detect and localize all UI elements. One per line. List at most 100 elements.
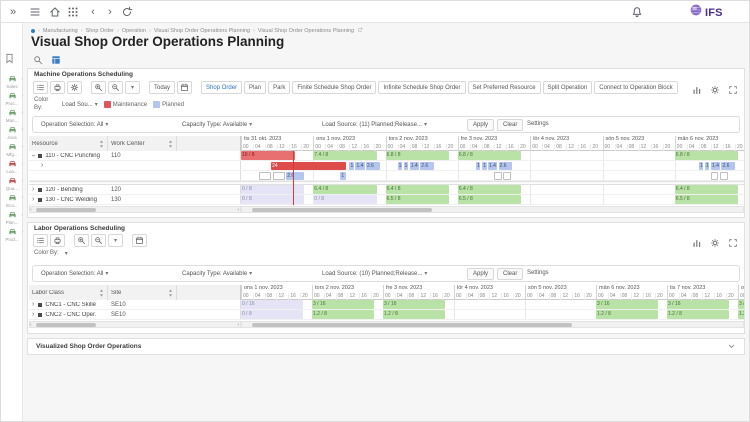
- expand-icon[interactable]: ›: [32, 301, 35, 308]
- zoom-in-button[interactable]: [74, 234, 89, 247]
- breadcrumb-item[interactable]: Manufacturing: [42, 27, 78, 34]
- expand-icon[interactable]: ›: [32, 196, 35, 203]
- gantt-bar[interactable]: 0 / 8: [241, 310, 304, 319]
- gantt-bar[interactable]: [494, 172, 502, 180]
- gantt-bar[interactable]: 6.8 / 8: [674, 151, 739, 160]
- gantt-row[interactable]: › 130 - CNC Welding 130 0 / 8 0 / 8 6.5 / 8 6.…: [29, 195, 744, 205]
- gantt-bar[interactable]: 1: [704, 162, 710, 170]
- gantt-bar[interactable]: 3 / 16: [667, 300, 730, 309]
- column-header[interactable]: Labor Class: [29, 285, 108, 300]
- apply-button[interactable]: Apply: [467, 268, 495, 280]
- expand-icon[interactable]: ›: [41, 162, 44, 169]
- breadcrumb-home-dot[interactable]: [31, 28, 35, 33]
- calendar-button[interactable]: [177, 81, 193, 94]
- scroll-left-arrow[interactable]: ‹: [30, 207, 32, 213]
- chevron-down-icon[interactable]: [727, 338, 736, 356]
- gantt-bar[interactable]: 1: [482, 162, 487, 170]
- settings-link[interactable]: Settings: [527, 121, 549, 127]
- sidebar-item-7[interactable]: › Qua...: [1, 177, 23, 194]
- gantt-bar[interactable]: 6.8 / 8: [385, 151, 449, 160]
- gantt-bar[interactable]: 0 / 16: [241, 300, 304, 309]
- zoom-dropdown-button[interactable]: ▾: [125, 81, 140, 94]
- gantt-bar[interactable]: 2.6: [366, 162, 380, 170]
- gantt-bar[interactable]: 1.2 / 8: [312, 310, 375, 319]
- notifications-bell-icon[interactable]: [629, 4, 645, 20]
- row-header[interactable]: [29, 171, 241, 180]
- gantt-bar[interactable]: 2.6: [498, 162, 513, 170]
- capacity-type-select[interactable]: Capacity Type: Available ▾: [182, 121, 253, 129]
- bookmark-icon[interactable]: [4, 51, 20, 65]
- gantt-bar[interactable]: 1.2 / 8: [596, 310, 659, 319]
- forward-icon[interactable]: ›: [108, 5, 112, 18]
- gantt-bar[interactable]: 1.4: [409, 162, 419, 170]
- scrollbar-thumb[interactable]: [36, 208, 96, 212]
- print-button[interactable]: [50, 81, 65, 94]
- chevron-down-icon[interactable]: ▾: [64, 251, 68, 258]
- sidebar-item-8[interactable]: › Eco...: [1, 194, 23, 211]
- sidebar-item-6[interactable]: › Loa...: [1, 160, 23, 177]
- row-header[interactable]: › 120 - Bending 120: [29, 185, 241, 194]
- sort-icon[interactable]: [99, 288, 104, 297]
- scrollbar-thumb[interactable]: [252, 323, 572, 327]
- calendar-button[interactable]: [132, 234, 147, 247]
- gantt-bar[interactable]: 6.8 / 8: [457, 151, 522, 160]
- gantt-bar[interactable]: 2.6: [420, 162, 434, 170]
- expand-icon[interactable]: [728, 82, 738, 100]
- column-header[interactable]: Resource: [29, 136, 108, 151]
- back-icon[interactable]: ‹: [91, 5, 95, 18]
- gantt-bar[interactable]: 1.4: [488, 162, 498, 170]
- gantt-bar[interactable]: 0 / 8: [241, 185, 305, 194]
- gantt-bar[interactable]: 6.4 / 8: [674, 185, 739, 194]
- gantt-bar[interactable]: 1: [340, 172, 347, 180]
- chart-icon[interactable]: [692, 235, 702, 253]
- operation-selection-select[interactable]: Operation Selection: All ▾: [41, 270, 109, 278]
- gantt-bar[interactable]: 3 / 16: [312, 300, 375, 309]
- visualized-shop-order-section[interactable]: Visualized Shop Order Operations: [27, 338, 745, 355]
- gantt-bar[interactable]: 1.4: [710, 162, 720, 170]
- gantt-bar[interactable]: 1: [698, 162, 704, 170]
- sidebar-item-2[interactable]: › Proc...: [1, 92, 23, 109]
- home-icon[interactable]: [47, 4, 63, 20]
- row-list-button[interactable]: [33, 234, 48, 247]
- toolbar-button-finite-schedule-shop-order[interactable]: Finite Schedule Shop Order: [292, 81, 377, 94]
- sidebar-item-1[interactable]: › Sales: [1, 75, 23, 92]
- expand-icon[interactable]: ›: [29, 154, 37, 157]
- search-icon[interactable]: [31, 53, 44, 66]
- board-view-icon[interactable]: [49, 53, 62, 66]
- sort-icon[interactable]: [168, 288, 173, 297]
- gantt-row[interactable]: 2.6 1: [29, 171, 744, 181]
- sidebar-item-3[interactable]: › Man...: [1, 109, 23, 126]
- sort-icon[interactable]: [99, 139, 104, 148]
- breadcrumb-item[interactable]: Operation: [121, 27, 146, 34]
- row-list-button[interactable]: [33, 81, 48, 94]
- expand-icon[interactable]: [728, 235, 738, 253]
- capacity-type-select[interactable]: Capacity Type: Available ▾: [182, 270, 253, 278]
- gantt-bar[interactable]: 6.5 / 8: [674, 195, 739, 204]
- column-header[interactable]: Site: [108, 285, 177, 300]
- gantt-bar[interactable]: 2.6: [286, 172, 305, 180]
- gantt-bar[interactable]: [272, 172, 285, 180]
- gantt-bar[interactable]: 0 / 8: [313, 195, 377, 204]
- gantt-bar[interactable]: 1.2 / 8: [667, 310, 730, 319]
- table-hscrollbar[interactable]: ‹ ›: [29, 206, 241, 213]
- apply-button[interactable]: Apply: [467, 119, 495, 131]
- gantt-bar[interactable]: 1.4: [355, 162, 365, 170]
- toolbar-button-set-preferred-resource[interactable]: Set Preferred Resource: [467, 81, 541, 94]
- scroll-left-arrow[interactable]: ‹: [30, 322, 32, 328]
- zoom-out-button[interactable]: [91, 234, 106, 247]
- gantt-bar[interactable]: 6.4 / 8: [385, 185, 449, 194]
- breadcrumb-item[interactable]: Visual Shop Order Operations Planning: [153, 27, 251, 34]
- gantt-bar[interactable]: 1.2 / 8: [383, 310, 446, 319]
- gantt-row[interactable]: › 120 - Bending 120 0 / 8 6.4 / 8 6.4 / 8 6.4 …: [29, 185, 744, 195]
- gantt-bar[interactable]: 1: [475, 162, 481, 170]
- load-source-select[interactable]: Load Source: (10) Planned;Release... ▾: [322, 270, 428, 278]
- column-header[interactable]: Work Center: [108, 136, 177, 151]
- sidebar-item-5[interactable]: › Mfg...: [1, 143, 23, 160]
- gantt-hscrollbar[interactable]: [241, 321, 744, 328]
- settings-link[interactable]: Settings: [527, 270, 549, 276]
- gantt-bar[interactable]: 7.4 / 8: [313, 151, 377, 160]
- sidebar-item-10[interactable]: › Prod...: [1, 228, 23, 245]
- breadcrumb-refresh-icon[interactable]: [357, 26, 363, 35]
- gantt-bar[interactable]: 3 / 16: [596, 300, 659, 309]
